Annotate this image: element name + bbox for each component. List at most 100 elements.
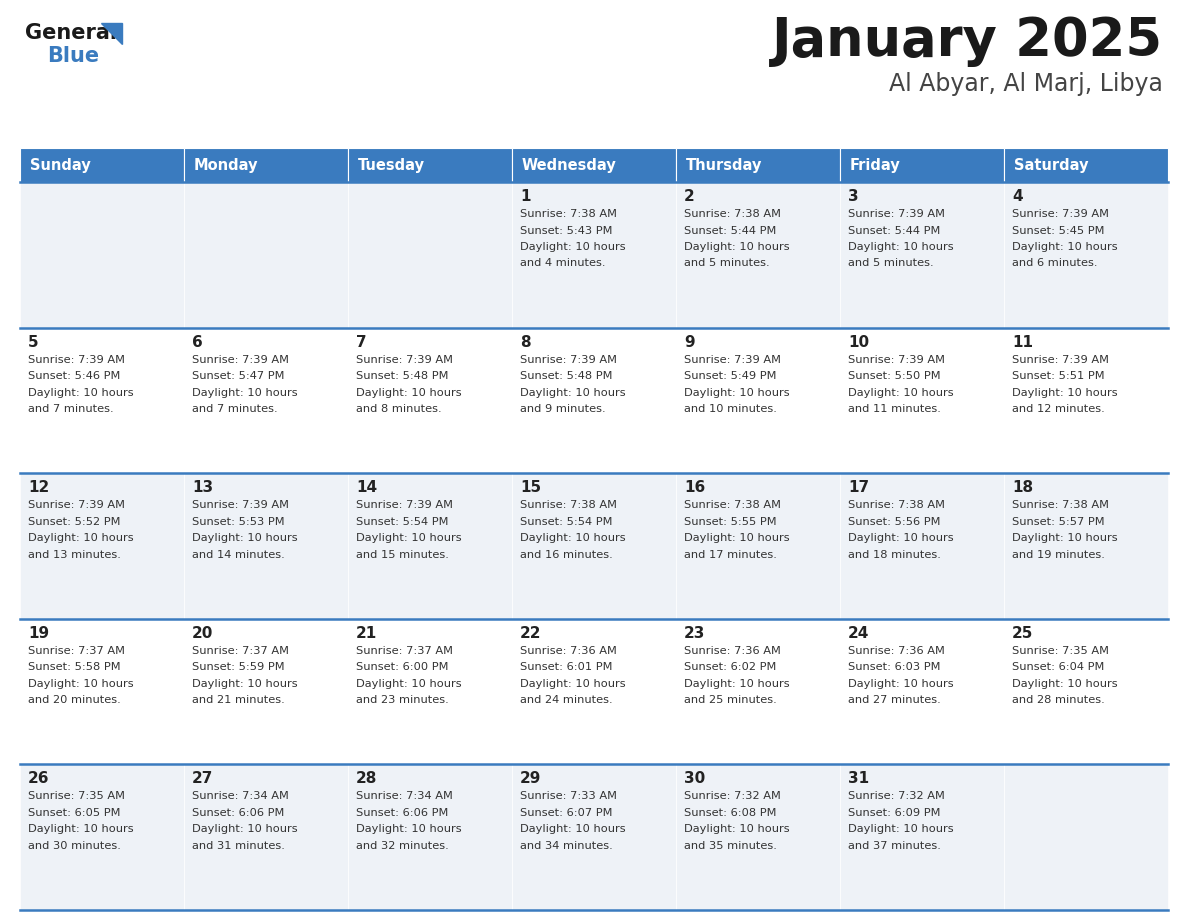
FancyBboxPatch shape [840,473,1004,619]
Text: Sunset: 5:50 PM: Sunset: 5:50 PM [848,371,941,381]
Text: Sunset: 6:05 PM: Sunset: 6:05 PM [29,808,120,818]
Text: Sunset: 6:04 PM: Sunset: 6:04 PM [1012,662,1105,672]
Text: Friday: Friday [849,158,901,174]
Text: Sunset: 5:58 PM: Sunset: 5:58 PM [29,662,121,672]
FancyBboxPatch shape [184,182,348,328]
Text: Sunrise: 7:39 AM: Sunrise: 7:39 AM [192,354,289,364]
Text: Daylight: 10 hours: Daylight: 10 hours [356,533,462,543]
Text: 3: 3 [848,189,859,204]
Text: 14: 14 [356,480,377,495]
Text: Sunrise: 7:39 AM: Sunrise: 7:39 AM [192,500,289,510]
Text: Tuesday: Tuesday [358,158,425,174]
Text: 6: 6 [192,334,203,350]
Text: Al Abyar, Al Marj, Libya: Al Abyar, Al Marj, Libya [889,72,1163,96]
FancyBboxPatch shape [1004,619,1168,765]
Text: Sunset: 6:06 PM: Sunset: 6:06 PM [356,808,448,818]
Text: Daylight: 10 hours: Daylight: 10 hours [356,824,462,834]
Text: Daylight: 10 hours: Daylight: 10 hours [520,387,626,397]
FancyBboxPatch shape [1004,765,1168,910]
Text: Daylight: 10 hours: Daylight: 10 hours [192,678,298,688]
Text: Daylight: 10 hours: Daylight: 10 hours [356,678,462,688]
Text: General: General [25,23,116,43]
Text: Daylight: 10 hours: Daylight: 10 hours [684,533,790,543]
Text: Sunset: 5:59 PM: Sunset: 5:59 PM [192,662,285,672]
Text: Sunrise: 7:39 AM: Sunrise: 7:39 AM [356,354,453,364]
FancyBboxPatch shape [512,765,676,910]
Text: Daylight: 10 hours: Daylight: 10 hours [29,533,133,543]
Text: Daylight: 10 hours: Daylight: 10 hours [848,824,954,834]
Text: Sunrise: 7:39 AM: Sunrise: 7:39 AM [1012,209,1110,219]
Text: Sunrise: 7:37 AM: Sunrise: 7:37 AM [192,645,289,655]
FancyBboxPatch shape [840,765,1004,910]
Text: Daylight: 10 hours: Daylight: 10 hours [520,824,626,834]
Text: Saturday: Saturday [1013,158,1088,174]
FancyBboxPatch shape [348,328,512,473]
Text: and 17 minutes.: and 17 minutes. [684,550,777,560]
Text: Sunrise: 7:33 AM: Sunrise: 7:33 AM [520,791,617,801]
FancyBboxPatch shape [676,182,840,328]
Polygon shape [101,23,122,44]
FancyBboxPatch shape [20,619,184,765]
Text: Daylight: 10 hours: Daylight: 10 hours [29,387,133,397]
Text: Daylight: 10 hours: Daylight: 10 hours [520,533,626,543]
Text: Sunrise: 7:37 AM: Sunrise: 7:37 AM [29,645,125,655]
FancyBboxPatch shape [184,328,348,473]
Text: 17: 17 [848,480,870,495]
Text: and 10 minutes.: and 10 minutes. [684,404,777,414]
Text: Sunset: 5:53 PM: Sunset: 5:53 PM [192,517,285,527]
Text: Sunrise: 7:36 AM: Sunrise: 7:36 AM [520,645,617,655]
FancyBboxPatch shape [20,182,184,328]
Text: Daylight: 10 hours: Daylight: 10 hours [520,678,626,688]
Text: Sunset: 5:54 PM: Sunset: 5:54 PM [356,517,449,527]
Text: and 13 minutes.: and 13 minutes. [29,550,121,560]
Text: and 19 minutes.: and 19 minutes. [1012,550,1105,560]
Text: and 31 minutes.: and 31 minutes. [192,841,285,851]
Text: and 8 minutes.: and 8 minutes. [356,404,442,414]
Text: Sunrise: 7:38 AM: Sunrise: 7:38 AM [848,500,944,510]
Text: Sunrise: 7:38 AM: Sunrise: 7:38 AM [684,209,781,219]
Text: Sunrise: 7:36 AM: Sunrise: 7:36 AM [684,645,781,655]
Text: 12: 12 [29,480,49,495]
Text: Sunset: 5:44 PM: Sunset: 5:44 PM [684,226,777,236]
Text: Monday: Monday [194,158,258,174]
FancyBboxPatch shape [676,148,840,182]
Text: Sunrise: 7:35 AM: Sunrise: 7:35 AM [29,791,125,801]
Text: and 35 minutes.: and 35 minutes. [684,841,777,851]
FancyBboxPatch shape [20,765,184,910]
Text: Daylight: 10 hours: Daylight: 10 hours [1012,242,1118,252]
Text: and 24 minutes.: and 24 minutes. [520,695,613,705]
FancyBboxPatch shape [20,148,184,182]
Text: 11: 11 [1012,334,1034,350]
Text: 19: 19 [29,626,49,641]
Text: and 15 minutes.: and 15 minutes. [356,550,449,560]
Text: Sunrise: 7:39 AM: Sunrise: 7:39 AM [356,500,453,510]
Text: Sunrise: 7:39 AM: Sunrise: 7:39 AM [1012,354,1110,364]
Text: and 5 minutes.: and 5 minutes. [684,259,770,268]
Text: Sunrise: 7:38 AM: Sunrise: 7:38 AM [1012,500,1110,510]
FancyBboxPatch shape [184,765,348,910]
Text: Sunrise: 7:39 AM: Sunrise: 7:39 AM [684,354,781,364]
Text: 8: 8 [520,334,531,350]
Text: Daylight: 10 hours: Daylight: 10 hours [684,387,790,397]
Text: 21: 21 [356,626,378,641]
Text: 13: 13 [192,480,213,495]
Text: and 5 minutes.: and 5 minutes. [848,259,934,268]
Text: Sunset: 5:51 PM: Sunset: 5:51 PM [1012,371,1105,381]
Text: Sunday: Sunday [30,158,90,174]
FancyBboxPatch shape [1004,473,1168,619]
Text: Sunrise: 7:39 AM: Sunrise: 7:39 AM [29,500,125,510]
FancyBboxPatch shape [1004,328,1168,473]
Text: 24: 24 [848,626,870,641]
Text: Sunset: 5:56 PM: Sunset: 5:56 PM [848,517,941,527]
Text: 10: 10 [848,334,870,350]
FancyBboxPatch shape [840,619,1004,765]
Text: 20: 20 [192,626,214,641]
Text: Daylight: 10 hours: Daylight: 10 hours [848,387,954,397]
FancyBboxPatch shape [840,328,1004,473]
FancyBboxPatch shape [1004,182,1168,328]
Text: and 37 minutes.: and 37 minutes. [848,841,941,851]
Text: Daylight: 10 hours: Daylight: 10 hours [520,242,626,252]
Text: and 21 minutes.: and 21 minutes. [192,695,285,705]
Text: 1: 1 [520,189,531,204]
Text: Sunrise: 7:39 AM: Sunrise: 7:39 AM [520,354,617,364]
